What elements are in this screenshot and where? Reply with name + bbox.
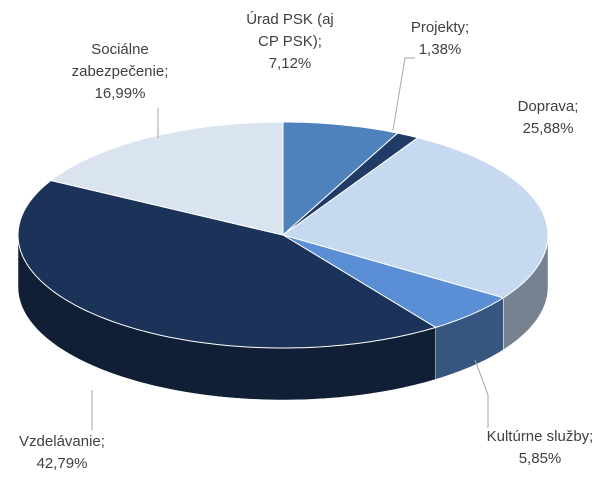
value-label: 16,99% <box>95 85 146 102</box>
slice <box>282 234 505 328</box>
label-line: Projekty; <box>411 19 469 36</box>
value-label: 25,88% <box>523 120 574 137</box>
category-label: Sociálne zabezpečenie; <box>72 41 169 80</box>
data-label: Projekty; 1,38% <box>411 19 469 58</box>
slice <box>49 121 284 236</box>
data-label: Kultúrne služby; 5,85% <box>487 428 594 467</box>
category-label: Vzdelávanie; <box>19 433 105 450</box>
label-line: zabezpečenie; <box>72 63 169 80</box>
slice <box>17 179 437 349</box>
category-label: Kultúrne služby; <box>487 428 594 445</box>
slice <box>281 137 549 299</box>
label-line: Sociálne <box>91 41 149 58</box>
label-line: Doprava; <box>518 98 579 115</box>
value-label: 5,85% <box>519 450 562 467</box>
category-label: Doprava; <box>518 98 579 115</box>
category-label: Projekty; <box>411 19 469 36</box>
label-line: Úrad PSK (aj <box>246 11 334 28</box>
category-label: Úrad PSK (aj CP PSK); <box>246 11 334 50</box>
leader-line <box>392 57 415 131</box>
data-label: Úrad PSK (aj CP PSK); 7,12% <box>246 11 334 72</box>
label-line: Vzdelávanie; <box>19 433 105 450</box>
data-label: Sociálne zabezpečenie; 16,99% <box>72 41 169 102</box>
label-line: Kultúrne služby; <box>487 428 594 445</box>
data-label: Vzdelávanie; 42,79% <box>19 433 105 472</box>
slice <box>282 121 399 237</box>
value-label: 7,12% <box>269 55 312 72</box>
data-label: Doprava; 25,88% <box>518 98 579 137</box>
slice <box>282 132 420 236</box>
value-label: 1,38% <box>419 41 462 58</box>
value-label: 42,79% <box>37 455 88 472</box>
label-line: CP PSK); <box>258 33 322 50</box>
leader-line <box>474 359 489 428</box>
